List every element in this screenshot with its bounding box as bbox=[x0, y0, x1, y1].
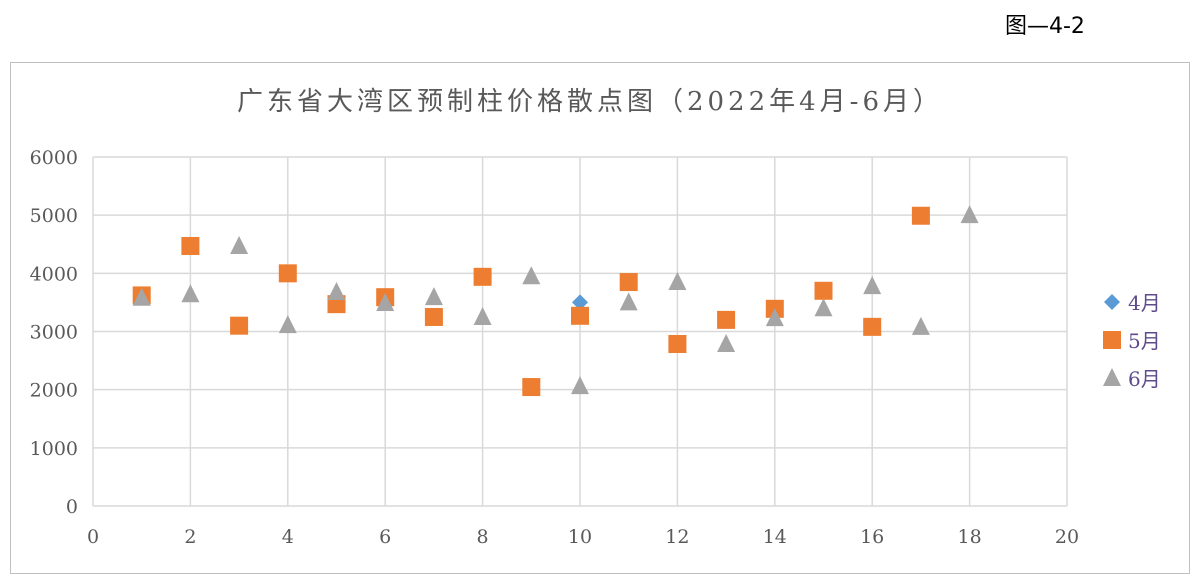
data-point-square bbox=[278, 264, 297, 283]
data-point-triangle bbox=[473, 306, 492, 325]
y-tick-label: 6000 bbox=[30, 147, 78, 169]
x-tick-label: 4 bbox=[282, 526, 294, 548]
data-point-triangle bbox=[717, 334, 736, 353]
x-tick-label: 16 bbox=[860, 526, 884, 548]
data-point-triangle bbox=[132, 287, 151, 306]
data-point-triangle bbox=[181, 284, 200, 303]
data-point-square bbox=[717, 310, 736, 329]
y-tick-label: 4000 bbox=[30, 263, 78, 285]
data-point-triangle bbox=[376, 292, 395, 311]
x-tick-label: 20 bbox=[1055, 526, 1079, 548]
data-point-triangle bbox=[278, 315, 297, 334]
x-tick-label: 14 bbox=[763, 526, 787, 548]
data-point-triangle bbox=[619, 292, 638, 311]
chart-title: 广东省大湾区预制柱价格散点图（2022年4月-6月） bbox=[237, 87, 943, 117]
data-point-square bbox=[181, 236, 200, 255]
data-point-triangle bbox=[863, 276, 882, 295]
y-tick-label: 0 bbox=[66, 496, 78, 518]
data-point-triangle bbox=[668, 272, 687, 291]
y-tick-label: 1000 bbox=[30, 438, 78, 460]
x-tick-label: 8 bbox=[477, 526, 489, 548]
data-point-square bbox=[911, 206, 930, 225]
data-point-square bbox=[619, 273, 638, 292]
x-tick-label: 10 bbox=[568, 526, 592, 548]
data-point-square bbox=[424, 307, 443, 326]
data-point-square bbox=[473, 267, 492, 286]
data-point-square bbox=[571, 306, 589, 325]
y-tick-label: 5000 bbox=[30, 205, 78, 227]
legend-label: 4月 bbox=[1128, 291, 1161, 315]
x-tick-label: 6 bbox=[379, 526, 391, 548]
legend-label: 5月 bbox=[1128, 329, 1161, 353]
data-point-triangle bbox=[522, 266, 541, 285]
data-point-square bbox=[522, 378, 541, 397]
legend-marker-diamond bbox=[1104, 294, 1120, 310]
data-point-square bbox=[668, 335, 687, 354]
data-point-triangle bbox=[424, 287, 443, 306]
data-point-triangle bbox=[571, 376, 589, 395]
y-tick-label: 3000 bbox=[30, 322, 78, 344]
data-point-diamond bbox=[572, 294, 588, 311]
figure-label: 图—4-2 bbox=[1005, 14, 1085, 39]
x-tick-label: 12 bbox=[665, 526, 689, 548]
chart-frame bbox=[10, 62, 1190, 574]
x-tick-label: 0 bbox=[87, 526, 99, 548]
legend-marker-triangle bbox=[1103, 368, 1121, 386]
x-tick-label: 2 bbox=[184, 526, 196, 548]
data-point-square bbox=[814, 281, 833, 300]
legend-label: 6月 bbox=[1128, 367, 1161, 391]
data-point-square bbox=[230, 316, 249, 335]
data-point-square bbox=[863, 317, 882, 336]
data-point-triangle bbox=[230, 235, 249, 254]
data-point-triangle bbox=[960, 205, 979, 224]
legend-marker-square bbox=[1103, 331, 1121, 349]
x-tick-label: 18 bbox=[958, 526, 982, 548]
data-point-triangle bbox=[765, 308, 784, 327]
data-point-triangle bbox=[814, 298, 833, 317]
y-tick-label: 2000 bbox=[30, 380, 78, 402]
data-point-triangle bbox=[327, 281, 346, 300]
data-point-triangle bbox=[911, 316, 930, 335]
